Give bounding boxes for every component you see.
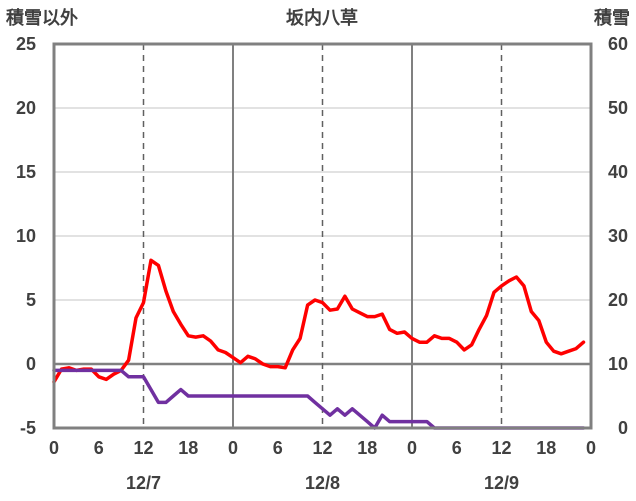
- right-axis-ticks: 60 50 40 30 20 10 0: [608, 34, 628, 438]
- left-axis-ticks: 25 20 15 10 5 0 -5: [16, 34, 36, 438]
- x-tick-label: 18: [178, 438, 198, 458]
- left-tick-label: -5: [20, 418, 36, 438]
- left-tick-label: 10: [16, 226, 36, 246]
- left-axis-title: 積雪以外: [5, 7, 78, 28]
- right-tick-label: 30: [608, 226, 628, 246]
- x-tick-label: 0: [407, 438, 417, 458]
- plot-frame: [52, 42, 593, 430]
- x-tick-label: 0: [49, 438, 59, 458]
- gridlines: [54, 44, 591, 428]
- left-tick-label: 5: [26, 290, 36, 310]
- right-tick-label: 50: [608, 98, 628, 118]
- right-axis-title: 積雪: [593, 7, 630, 28]
- right-tick-label: 0: [618, 418, 628, 438]
- x-tick-label: 0: [586, 438, 596, 458]
- series-line-other: [52, 258, 586, 384]
- x-axis-ticks: 0 6 12 18 0 6 12 18 0 6 12 18 0: [49, 438, 596, 458]
- date-label: 12/7: [126, 473, 161, 493]
- right-tick-label: 40: [608, 162, 628, 182]
- x-tick-label: 18: [536, 438, 556, 458]
- right-tick-label: 10: [608, 354, 628, 374]
- left-tick-label: 25: [16, 34, 36, 54]
- x-tick-label: 6: [452, 438, 462, 458]
- x-tick-label: 12: [312, 438, 332, 458]
- series-line-snow-depth: [52, 368, 586, 430]
- left-tick-label: 20: [16, 98, 36, 118]
- x-tick-label: 6: [94, 438, 104, 458]
- date-label: 12/8: [305, 473, 340, 493]
- x-tick-label: 0: [228, 438, 238, 458]
- date-labels: 12/7 12/8 12/9: [126, 473, 519, 493]
- x-tick-label: 18: [357, 438, 377, 458]
- right-tick-label: 60: [608, 34, 628, 54]
- chart-title: 坂内八草: [286, 7, 358, 28]
- x-tick-label: 12: [133, 438, 153, 458]
- date-label: 12/9: [484, 473, 519, 493]
- left-tick-label: 0: [26, 354, 36, 374]
- left-tick-label: 15: [16, 162, 36, 182]
- series-lines: [52, 258, 586, 430]
- x-tick-label: 6: [273, 438, 283, 458]
- x-tick-label: 12: [491, 438, 511, 458]
- right-tick-label: 20: [608, 290, 628, 310]
